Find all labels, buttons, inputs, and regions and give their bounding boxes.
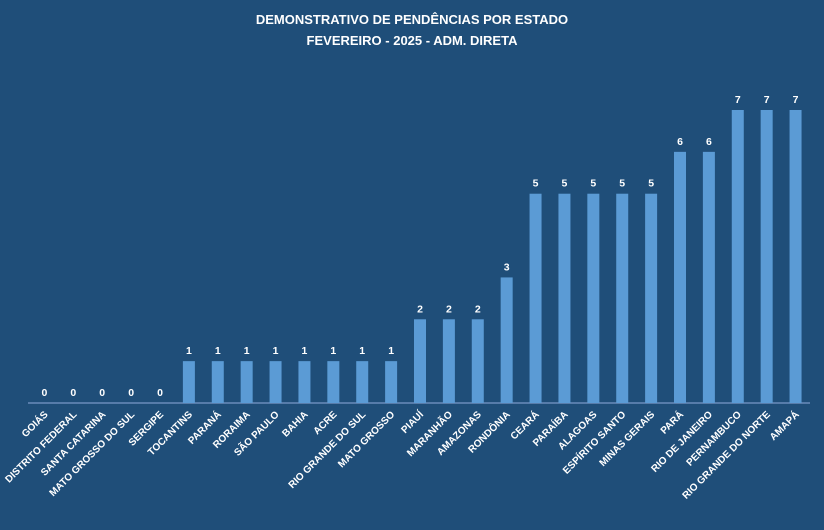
category-label-9: BAHIA <box>280 409 310 439</box>
category-label-21: MINAS GERAIS <box>598 409 658 469</box>
bar-26 <box>789 110 802 403</box>
bar-9 <box>298 361 311 403</box>
chart-subtitle: FEVEREIRO - 2025 - ADM. DIRETA <box>307 33 519 48</box>
value-label-10: 1 <box>330 345 336 357</box>
value-label-13: 2 <box>417 303 423 315</box>
value-label-16: 3 <box>504 261 510 273</box>
value-label-17: 5 <box>533 178 539 190</box>
value-label-3: 0 <box>128 387 134 399</box>
bar-15 <box>471 319 484 403</box>
value-label-7: 1 <box>244 345 250 357</box>
value-label-11: 1 <box>359 345 365 357</box>
value-label-6: 1 <box>215 345 221 357</box>
bar-12 <box>385 361 398 403</box>
chart-title: DEMONSTRATIVO DE PENDÊNCIAS POR ESTADO <box>256 12 568 27</box>
bar-5 <box>182 361 195 403</box>
value-label-15: 2 <box>475 303 481 315</box>
bar-20 <box>616 193 629 403</box>
category-label-26: AMAPÁ <box>767 408 802 443</box>
bar-21 <box>645 193 658 403</box>
value-label-25: 7 <box>764 94 770 106</box>
value-labels-group: 0 0 0 0 0 1 1 1 1 1 1 1 1 2 2 2 3 5 5 5 5 5 6 6 7 7 7 <box>42 94 799 399</box>
bar-23 <box>702 151 715 403</box>
category-label-10: ACRE <box>312 409 340 437</box>
value-label-21: 5 <box>648 178 654 190</box>
value-label-24: 7 <box>735 94 741 106</box>
value-label-14: 2 <box>446 303 452 315</box>
category-label-22: PARÁ <box>657 408 686 437</box>
bar-14 <box>442 319 455 403</box>
bar-19 <box>587 193 600 403</box>
value-label-8: 1 <box>273 345 279 357</box>
bar-7 <box>240 361 253 403</box>
value-label-5: 1 <box>186 345 192 357</box>
bar-10 <box>327 361 340 403</box>
bar-16 <box>500 277 513 403</box>
bars-group <box>182 110 802 403</box>
bar-17 <box>529 193 542 403</box>
bar-25 <box>760 110 773 403</box>
bar-6 <box>211 361 224 403</box>
value-label-9: 1 <box>302 345 308 357</box>
value-label-18: 5 <box>562 178 568 190</box>
value-label-20: 5 <box>619 178 625 190</box>
bar-8 <box>269 361 282 403</box>
value-label-0: 0 <box>42 387 48 399</box>
bar-18 <box>558 193 571 403</box>
value-label-1: 0 <box>70 387 76 399</box>
value-label-4: 0 <box>157 387 163 399</box>
value-label-22: 6 <box>677 136 683 148</box>
bar-13 <box>414 319 426 403</box>
bar-24 <box>731 110 744 403</box>
bar-22 <box>674 151 686 403</box>
category-label-13: PIAUÍ <box>398 408 426 436</box>
value-label-26: 7 <box>793 94 799 106</box>
value-label-23: 6 <box>706 136 712 148</box>
value-label-19: 5 <box>590 178 596 190</box>
value-label-2: 0 <box>99 387 105 399</box>
bar-11 <box>356 361 369 403</box>
value-label-12: 1 <box>388 345 394 357</box>
